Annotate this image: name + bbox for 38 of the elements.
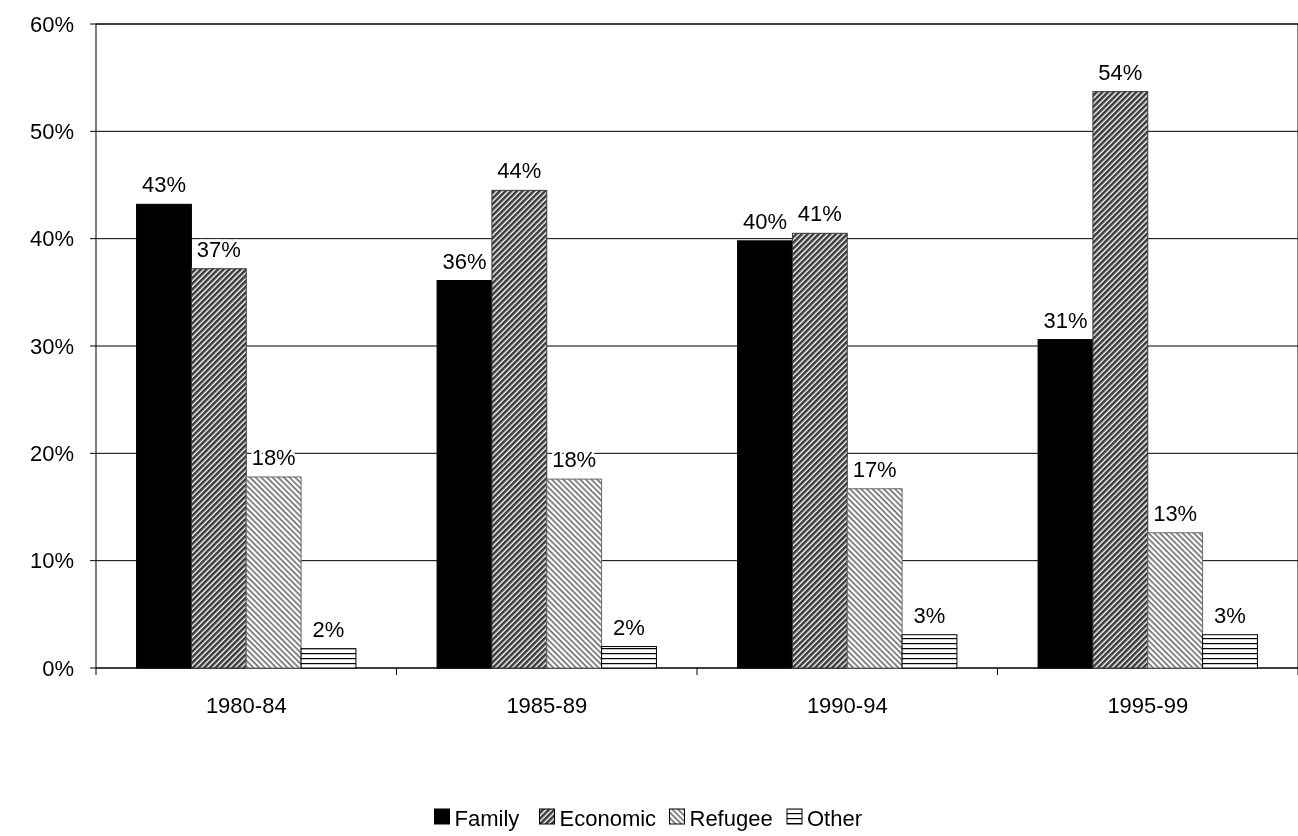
y-tick-label: 10%	[29, 548, 74, 574]
data-label: 40%	[742, 208, 788, 234]
legend-label: Refugee	[689, 806, 773, 831]
data-label: 44%	[497, 158, 542, 184]
data-label: 41%	[797, 201, 842, 227]
data-label: 54%	[1098, 59, 1143, 85]
bar	[791, 232, 848, 669]
y-tick-label: 40%	[29, 226, 74, 252]
data-label: 13%	[1153, 500, 1198, 526]
x-tick-label: 1980-84	[205, 693, 287, 718]
legend-label: Other	[807, 806, 863, 831]
bar	[491, 189, 548, 669]
bar	[846, 488, 903, 669]
data-label: 17%	[852, 456, 897, 482]
legend-label: Family	[454, 806, 520, 831]
y-tick-label: 20%	[29, 441, 74, 467]
bar	[1092, 91, 1149, 669]
data-label: 3%	[1214, 602, 1246, 628]
x-tick-label: 1985-89	[506, 693, 588, 718]
data-label: 3%	[913, 602, 946, 628]
x-tick-label: 1995-99	[1107, 693, 1189, 718]
data-label: 2%	[312, 616, 345, 642]
y-tick-label: 0%	[42, 655, 74, 681]
data-label: 18%	[552, 447, 597, 473]
bar	[190, 268, 247, 669]
legend-label: Economic	[559, 806, 657, 831]
data-label: 31%	[1043, 307, 1088, 333]
y-tick-label: 30%	[29, 333, 74, 359]
bar	[245, 476, 302, 669]
x-tick-label: 1990-94	[806, 693, 888, 718]
data-label: 36%	[442, 248, 487, 274]
data-label: 37%	[196, 236, 241, 262]
bar	[546, 478, 603, 669]
y-tick-label: 50%	[29, 119, 74, 145]
bar	[1147, 532, 1204, 669]
data-label: 2%	[613, 614, 645, 640]
y-tick-label: 60%	[29, 11, 74, 37]
data-label: 43%	[141, 172, 187, 198]
